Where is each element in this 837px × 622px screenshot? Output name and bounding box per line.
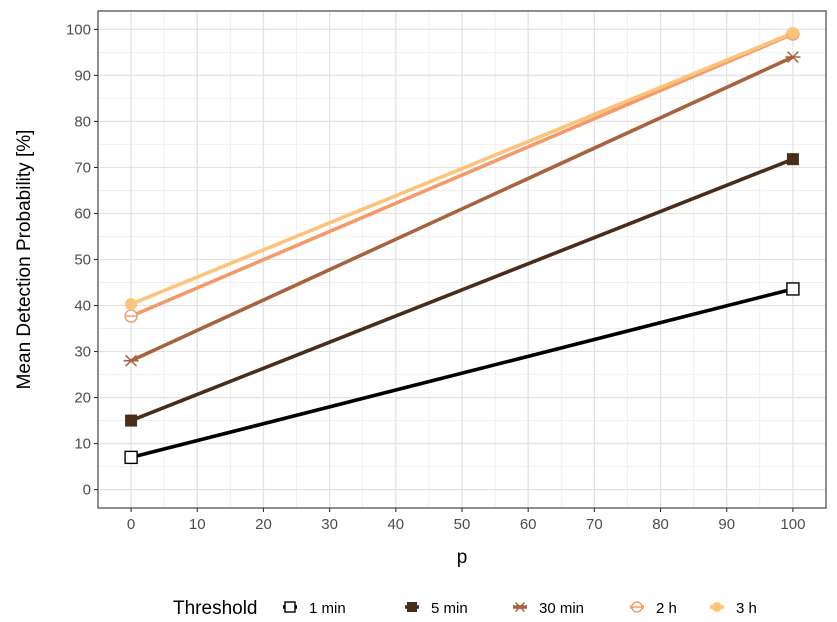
- legend-title: Threshold: [173, 598, 258, 619]
- y-tick-label: 90: [74, 67, 91, 84]
- x-tick-label: 0: [127, 516, 135, 533]
- marker-circle-filled: [125, 298, 138, 311]
- series-markers: [123, 27, 801, 465]
- marker-square-filled: [786, 153, 799, 166]
- series-line: [130, 31, 794, 306]
- x-tick-label: 70: [586, 516, 603, 533]
- y-tick-label: 0: [83, 482, 91, 499]
- x-tick-label: 100: [780, 516, 805, 533]
- marker-asterisk: [123, 354, 139, 367]
- y-tick-label: 50: [74, 252, 91, 269]
- marker-circle-filled: [712, 602, 722, 612]
- series-line: [130, 157, 794, 423]
- y-tick-label: 60: [74, 205, 91, 222]
- y-tick-label: 10: [74, 436, 91, 453]
- x-tick-label: 60: [520, 516, 537, 533]
- x-tick-label: 10: [189, 516, 206, 533]
- marker-asterisk: [785, 51, 801, 63]
- x-axis-title: p: [457, 547, 468, 568]
- series-lines: [130, 31, 794, 460]
- axes: 0 10 20 30 40 50 60 70 80 90 100 0 10 20 30 40 50 60 70 80 9…: [66, 21, 805, 533]
- grid: [98, 11, 826, 508]
- x-tick-label: 90: [718, 516, 735, 533]
- x-tick-label: 20: [255, 516, 272, 533]
- marker-square-open: [786, 282, 800, 296]
- x-tick-label: 80: [652, 516, 669, 533]
- marker-square-filled: [407, 602, 417, 612]
- legend-label: 1 min: [309, 600, 346, 617]
- marker-square-open: [124, 450, 138, 465]
- series-line: [130, 55, 794, 363]
- marker-asterisk: [513, 601, 527, 613]
- series-line: [130, 32, 794, 318]
- marker-square-open: [284, 601, 296, 613]
- y-tick-label: 40: [74, 298, 91, 315]
- marker-square-filled: [125, 414, 138, 427]
- legend-label: 30 min: [539, 600, 584, 617]
- x-tick-label: 50: [454, 516, 471, 533]
- legend-label: 2 h: [656, 600, 677, 617]
- legend: Threshold 1 min 5 min 30 min 2 h 3 h: [173, 598, 757, 619]
- x-tick-label: 30: [321, 516, 338, 533]
- legend-label: 5 min: [431, 600, 468, 617]
- marker-circle-filled: [786, 27, 799, 40]
- y-tick-label: 100: [66, 21, 91, 38]
- x-tick-label: 40: [387, 516, 404, 533]
- series-line: [130, 287, 794, 460]
- y-tick-label: 30: [74, 344, 91, 361]
- y-tick-label: 70: [74, 159, 91, 176]
- legend-label: 3 h: [736, 600, 757, 617]
- y-tick-label: 20: [74, 390, 91, 407]
- y-tick-label: 80: [74, 113, 91, 130]
- y-axis-title: Mean Detection Probability [%]: [14, 130, 35, 390]
